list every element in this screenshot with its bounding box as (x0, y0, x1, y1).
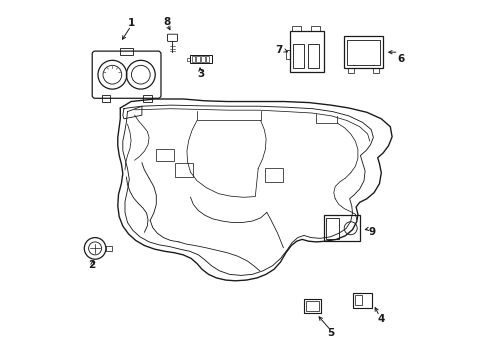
Bar (142, 95, 151, 102)
Text: 9: 9 (368, 227, 375, 237)
Text: 3: 3 (197, 69, 204, 79)
Bar (205, 56, 209, 62)
Bar (355, 295, 361, 305)
Text: 8: 8 (163, 17, 170, 27)
Bar (285, 50, 289, 59)
Bar (175, 163, 192, 177)
Bar (196, 56, 200, 62)
Text: 6: 6 (397, 54, 404, 64)
Bar (343, 36, 382, 68)
Bar (325, 218, 339, 239)
Bar (289, 31, 323, 72)
Bar (346, 40, 379, 65)
Bar (106, 246, 111, 251)
Bar (352, 293, 371, 308)
Bar (292, 44, 303, 68)
Bar (189, 55, 212, 63)
Text: 7: 7 (274, 45, 282, 55)
Bar (303, 299, 321, 313)
Bar (186, 58, 189, 61)
Bar (191, 56, 195, 62)
Bar (372, 68, 378, 73)
Bar (310, 26, 320, 31)
Bar (347, 68, 353, 73)
Bar (102, 95, 110, 102)
Bar (265, 168, 282, 182)
Bar (201, 56, 204, 62)
Bar (305, 301, 318, 311)
Bar (120, 48, 133, 55)
Bar (323, 215, 359, 241)
Bar (307, 44, 318, 68)
Text: 1: 1 (127, 18, 135, 28)
Text: 2: 2 (88, 260, 95, 270)
Text: 5: 5 (326, 328, 334, 338)
Bar (292, 26, 301, 31)
Bar (156, 149, 173, 161)
Text: 4: 4 (377, 314, 384, 324)
